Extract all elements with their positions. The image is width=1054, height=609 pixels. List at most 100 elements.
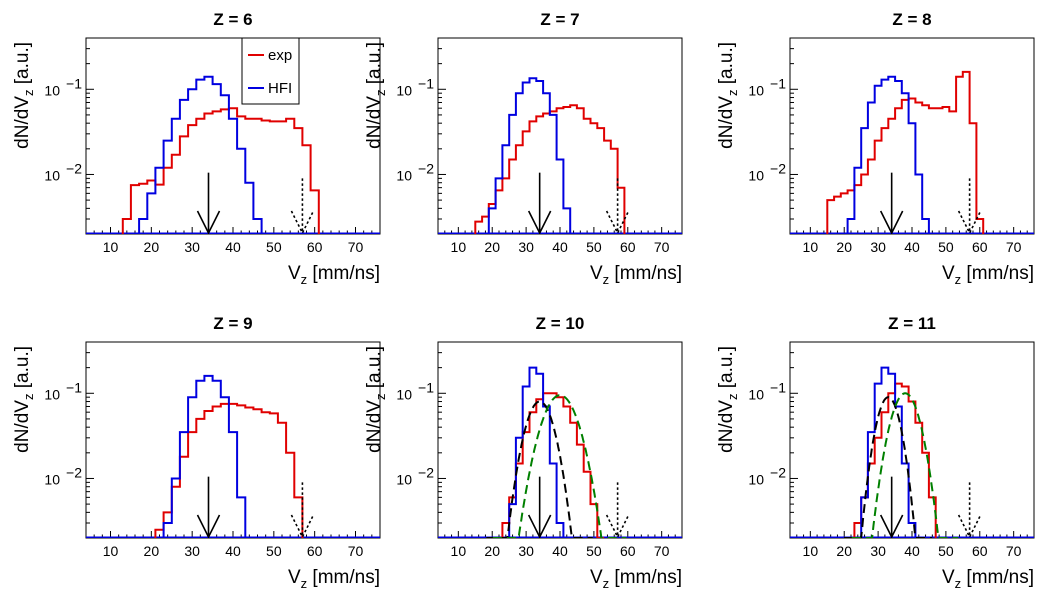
y-tick-label: 10 bbox=[748, 386, 764, 402]
dashed-arrow-head bbox=[290, 514, 315, 538]
chart-panel-1: Z = 6 10 20 30 40 50 60 70 10 −1 10 −2 Vz [mm/ns] dN/… bbox=[12, 10, 381, 287]
y-tick-label: 10 bbox=[396, 471, 412, 487]
panel-title: Z = 8 bbox=[892, 10, 931, 29]
y-tick-label: 10 bbox=[396, 167, 412, 183]
y-axis-label: dN/dVz [a.u.] bbox=[12, 346, 36, 453]
x-tick-label: 40 bbox=[552, 239, 568, 255]
x-tick-label: 70 bbox=[1006, 543, 1022, 559]
hfi-histogram bbox=[162, 374, 247, 538]
x-tick-label: 70 bbox=[348, 239, 364, 255]
dashed-arrow-head bbox=[605, 210, 630, 234]
x-tick-label: 40 bbox=[225, 239, 241, 255]
panel-title: Z = 9 bbox=[213, 314, 252, 333]
plot-frame bbox=[437, 37, 683, 235]
y-tick-exponent: −1 bbox=[770, 379, 786, 395]
y-tick-label: 10 bbox=[748, 471, 764, 487]
x-tick-label: 40 bbox=[225, 543, 241, 559]
x-tick-label: 30 bbox=[518, 239, 534, 255]
x-tick-label: 40 bbox=[904, 239, 920, 255]
panel-title: Z = 6 bbox=[213, 10, 252, 29]
y-axis-label: dN/dVz [a.u.] bbox=[716, 42, 740, 149]
x-axis-label: Vz [mm/ns] bbox=[288, 567, 380, 591]
x-tick-label: 50 bbox=[938, 543, 954, 559]
x-tick-label: 30 bbox=[870, 239, 886, 255]
chart-panel-6: Z = 11 10 20 30 40 50 60 70 10 −1 10 −2 Vz [mm/ns] dN… bbox=[716, 314, 1035, 591]
x-tick-label: 20 bbox=[144, 543, 160, 559]
x-tick-label: 30 bbox=[870, 543, 886, 559]
x-tick-label: 60 bbox=[307, 543, 323, 559]
x-tick-label: 70 bbox=[654, 543, 670, 559]
y-tick-exponent: −2 bbox=[418, 464, 434, 480]
plot-area bbox=[438, 77, 682, 234]
y-axis-label: dN/dVz [a.u.] bbox=[716, 346, 740, 453]
plot-area bbox=[86, 374, 380, 538]
x-tick-label: 30 bbox=[518, 543, 534, 559]
y-tick-exponent: −2 bbox=[418, 160, 434, 176]
dashed-arrow bbox=[605, 482, 630, 538]
legend-box bbox=[241, 37, 300, 105]
y-tick-exponent: −2 bbox=[66, 160, 82, 176]
dashed-arrow bbox=[290, 178, 315, 234]
y-tick-label: 10 bbox=[396, 82, 412, 98]
x-tick-label: 20 bbox=[484, 543, 500, 559]
x-tick-label: 50 bbox=[938, 239, 954, 255]
y-tick-exponent: −2 bbox=[66, 464, 82, 480]
solid-arrow bbox=[196, 172, 221, 234]
plot-frame bbox=[789, 341, 1035, 539]
dashed-arrow-head bbox=[290, 210, 315, 234]
plot-area bbox=[86, 75, 380, 234]
y-tick-label: 10 bbox=[44, 471, 60, 487]
plot-area bbox=[438, 366, 682, 538]
x-tick-label: 40 bbox=[904, 543, 920, 559]
x-tick-label: 50 bbox=[266, 543, 282, 559]
chart-panel-5: Z = 10 10 20 30 40 50 60 70 10 −1 10 −2 Vz [mm/ns] dN… bbox=[364, 314, 683, 591]
y-tick-exponent: −1 bbox=[66, 75, 82, 91]
y-tick-exponent: −1 bbox=[418, 75, 434, 91]
x-axis-label: Vz [mm/ns] bbox=[590, 263, 682, 287]
plot-area bbox=[790, 366, 1034, 538]
y-tick-label: 10 bbox=[44, 167, 60, 183]
y-axis-label: dN/dVz [a.u.] bbox=[364, 42, 388, 149]
x-tick-label: 70 bbox=[654, 239, 670, 255]
y-tick-exponent: −1 bbox=[770, 75, 786, 91]
y-tick-exponent: −1 bbox=[66, 379, 82, 395]
x-tick-label: 60 bbox=[972, 239, 988, 255]
solid-arrow bbox=[527, 172, 552, 234]
x-axis-label: Vz [mm/ns] bbox=[942, 567, 1034, 591]
legend-label: HFI bbox=[268, 80, 292, 97]
y-tick-exponent: −2 bbox=[770, 464, 786, 480]
solid-arrow-head bbox=[879, 210, 904, 234]
x-axis-label: Vz [mm/ns] bbox=[590, 567, 682, 591]
x-tick-label: 10 bbox=[803, 543, 819, 559]
legend-label: exp bbox=[268, 47, 292, 64]
chart-panel-3: Z = 8 10 20 30 40 50 60 70 10 −1 10 −2 Vz [mm/ns] dN/… bbox=[716, 10, 1035, 287]
solid-arrow bbox=[527, 476, 552, 538]
x-tick-label: 10 bbox=[103, 239, 119, 255]
y-tick-label: 10 bbox=[748, 82, 764, 98]
y-axis-label: dN/dVz [a.u.] bbox=[364, 346, 388, 453]
plot-area bbox=[790, 70, 1034, 234]
x-tick-label: 10 bbox=[803, 239, 819, 255]
solid-arrow-head bbox=[196, 210, 221, 234]
solid-arrow-head bbox=[527, 210, 552, 234]
x-tick-label: 50 bbox=[586, 239, 602, 255]
x-tick-label: 30 bbox=[184, 239, 200, 255]
dashed-arrow-head bbox=[957, 210, 982, 234]
x-tick-label: 50 bbox=[266, 239, 282, 255]
x-tick-label: 50 bbox=[586, 543, 602, 559]
hfi-histogram bbox=[508, 366, 565, 538]
x-tick-label: 60 bbox=[972, 543, 988, 559]
x-tick-label: 20 bbox=[144, 239, 160, 255]
x-tick-label: 10 bbox=[451, 239, 467, 255]
plot-frame bbox=[437, 341, 683, 539]
solid-arrow-head bbox=[196, 514, 221, 538]
panel-title: Z = 10 bbox=[536, 314, 585, 333]
x-axis-label: Vz [mm/ns] bbox=[942, 263, 1034, 287]
x-tick-label: 20 bbox=[484, 239, 500, 255]
dashed-arrow bbox=[957, 178, 982, 234]
x-tick-label: 70 bbox=[348, 543, 364, 559]
dashed-arrow bbox=[605, 178, 630, 234]
panel-title: Z = 7 bbox=[540, 10, 579, 29]
exp-histogram bbox=[826, 70, 985, 234]
x-tick-label: 30 bbox=[184, 543, 200, 559]
